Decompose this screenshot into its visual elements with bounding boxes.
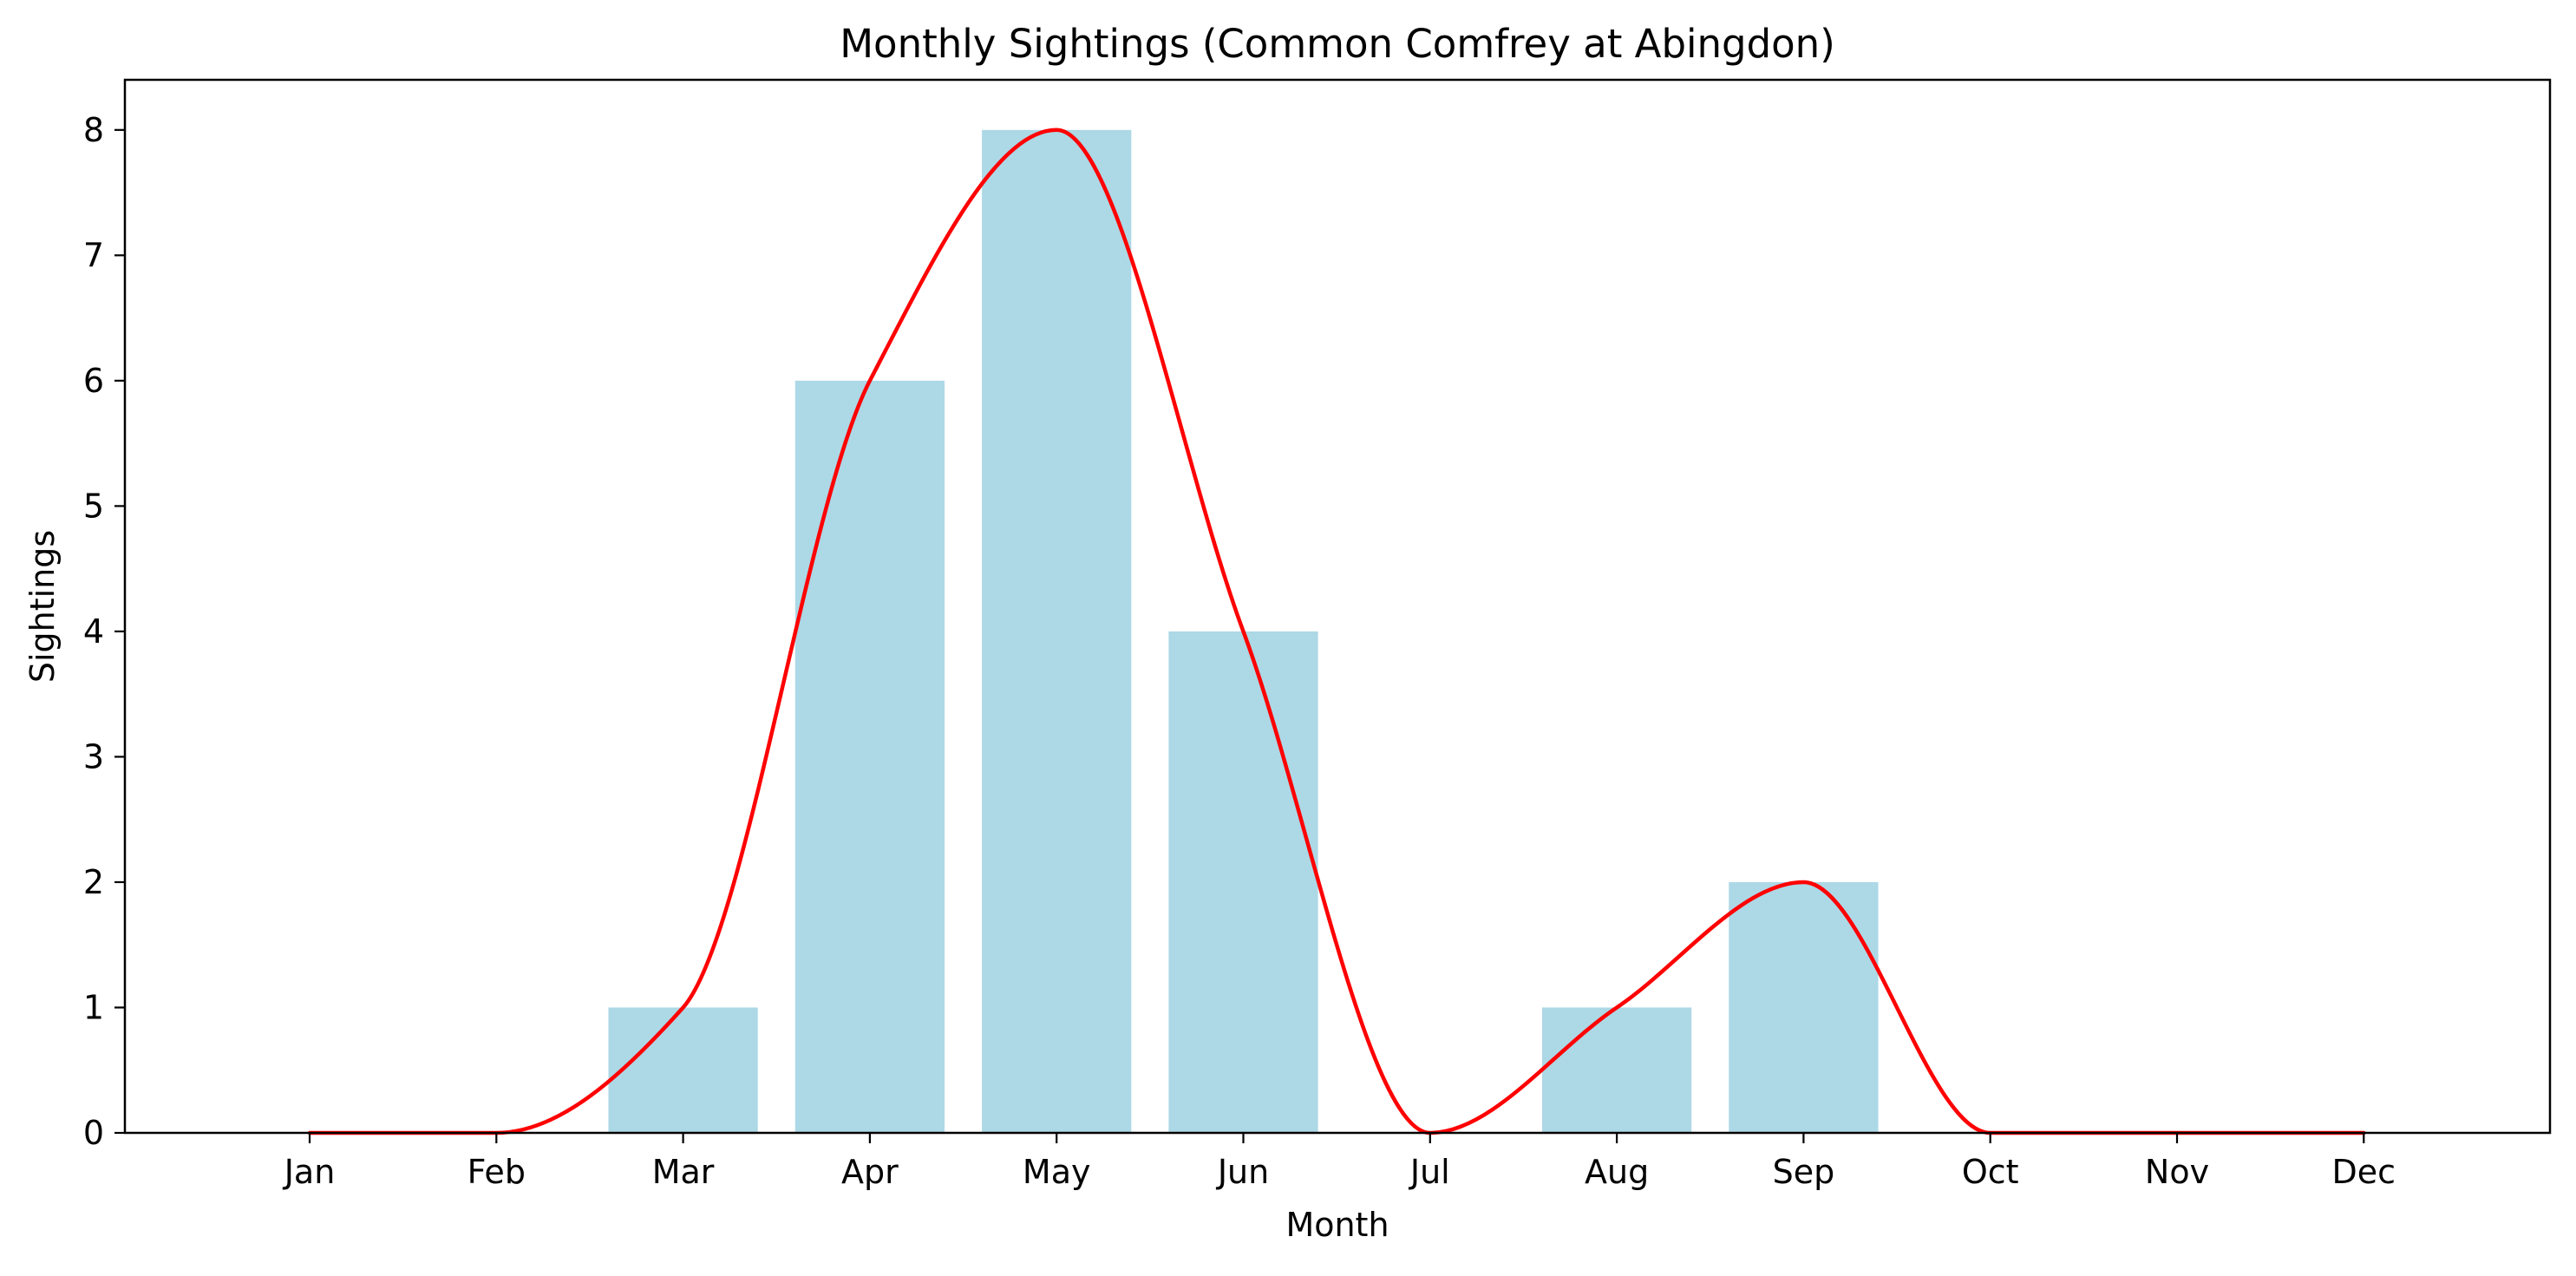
- x-tick-label: Mar: [652, 1153, 715, 1191]
- bar-apr: [794, 380, 945, 1133]
- x-tick-label: May: [1023, 1153, 1091, 1191]
- y-tick-label: 2: [83, 863, 104, 901]
- x-tick-label: Feb: [467, 1153, 526, 1191]
- bar-jun: [1168, 631, 1318, 1133]
- x-tick-label: Jul: [1409, 1153, 1450, 1191]
- x-tick-label: Jan: [283, 1153, 336, 1191]
- chart-title: Monthly Sightings (Common Comfrey at Abi…: [840, 21, 1835, 67]
- x-tick-label: Dec: [2332, 1153, 2396, 1191]
- y-tick-label: 0: [83, 1114, 104, 1152]
- y-tick-label: 5: [83, 487, 104, 525]
- bar-sep: [1729, 881, 1879, 1133]
- x-axis-ticks: Jan Feb Mar Apr May Jun Jul Aug Sep Oct Nov Dec: [283, 1133, 2396, 1191]
- bars-layer: [608, 129, 1879, 1133]
- bar-aug: [1541, 1007, 1692, 1133]
- y-tick-label: 1: [83, 988, 104, 1026]
- y-tick-label: 7: [83, 236, 104, 274]
- x-axis-label: Month: [1285, 1206, 1389, 1244]
- x-tick-label: Oct: [1962, 1153, 2019, 1191]
- x-tick-label: Jun: [1216, 1153, 1269, 1191]
- trend-line: [307, 128, 2366, 1135]
- x-tick-label: Nov: [2145, 1153, 2209, 1191]
- y-tick-label: 3: [83, 737, 104, 775]
- y-tick-label: 8: [83, 111, 104, 149]
- x-tick-label: Sep: [1773, 1153, 1835, 1191]
- y-tick-label: 6: [83, 362, 104, 400]
- bar-mar: [608, 1007, 758, 1133]
- x-tick-label: Apr: [841, 1153, 899, 1191]
- y-axis-ticks: 0 1 2 3 4 5 6 7 8: [83, 111, 125, 1152]
- x-tick-label: Aug: [1585, 1153, 1649, 1191]
- line-layer: [307, 128, 2366, 1135]
- y-axis-label: Sightings: [23, 530, 62, 683]
- bar-may: [982, 129, 1132, 1133]
- y-tick-label: 4: [83, 612, 104, 651]
- plot-frame: [123, 78, 2552, 1135]
